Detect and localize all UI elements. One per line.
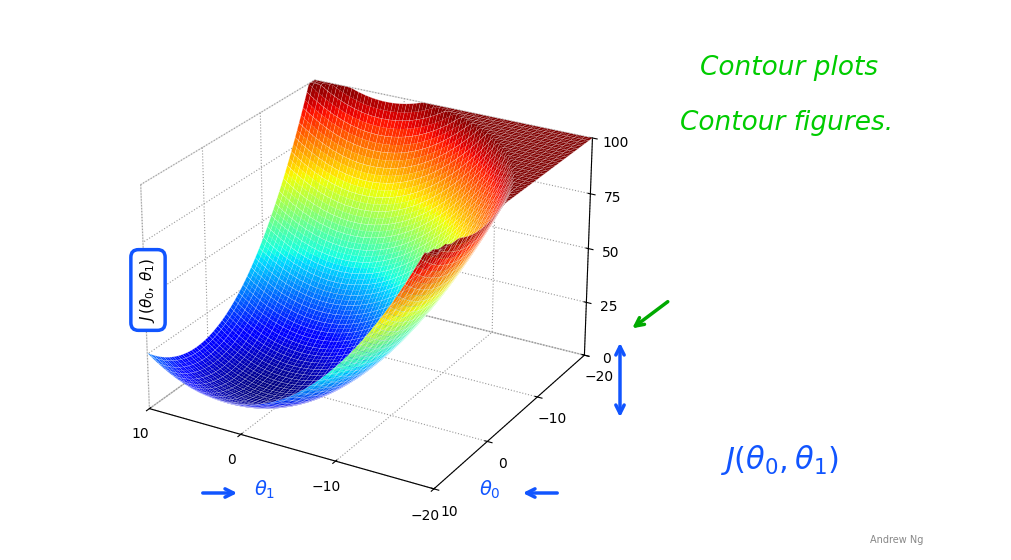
Text: $\theta_0$: $\theta_0$ <box>478 479 500 501</box>
Text: $\theta_1$: $\theta_1$ <box>254 479 275 501</box>
Text: Andrew Ng: Andrew Ng <box>869 535 922 545</box>
Text: Contour figures.: Contour figures. <box>679 110 893 136</box>
Text: $J(\theta_0,\theta_1)$: $J(\theta_0,\theta_1)$ <box>719 443 838 477</box>
Text: Contour plots: Contour plots <box>700 55 878 81</box>
Text: $J\,(\theta_0,\,\theta_1)$: $J\,(\theta_0,\,\theta_1)$ <box>139 257 158 323</box>
